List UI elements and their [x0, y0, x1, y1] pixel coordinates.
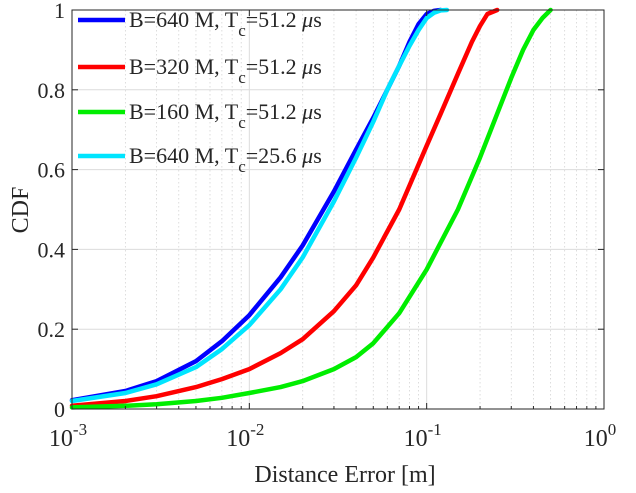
series-line-2 [69, 7, 500, 409]
y-tick-label-4: 0.6 [38, 158, 66, 183]
legend-label-2: B=320 M, Tc=51.2 μs [129, 54, 322, 87]
y-tick-label-1: 0 [54, 397, 65, 422]
legend-label-4: B=640 M, Tc=25.6 μs [129, 143, 322, 176]
legend: B=640 M, Tc=51.2 μs B=320 M, Tc=51.2 μs B=… [78, 7, 322, 176]
y-tick-label-6: 1 [54, 0, 65, 23]
series-lines [69, 7, 553, 410]
legend-label-1: B=640 M, Tc=51.2 μs [129, 7, 322, 40]
y-tick-label-2: 0.2 [38, 317, 66, 342]
series-line-1 [69, 7, 443, 403]
x-tick-label-3: 10-1 [404, 420, 442, 452]
plot-frame [71, 9, 605, 410]
y-tick-label-3: 0.4 [38, 237, 66, 262]
series-line-3 [69, 7, 553, 410]
x-axis-label: Distance Error [m] [254, 462, 435, 488]
x-tick-label-4: 100 [584, 420, 617, 452]
x-tick-label-1: 10-3 [49, 420, 87, 452]
series-line-4 [69, 7, 450, 404]
axis-ticks: 10-3 10-2 10-1 100 0 0.2 0.4 0.6 0.8 1 [38, 0, 617, 452]
y-axis-label: CDF [8, 187, 34, 234]
y-tick-label-5: 0.8 [38, 78, 66, 103]
x-tick-label-2: 10-2 [226, 420, 264, 452]
legend-label-3: B=160 M, Tc=51.2 μs [129, 99, 322, 132]
